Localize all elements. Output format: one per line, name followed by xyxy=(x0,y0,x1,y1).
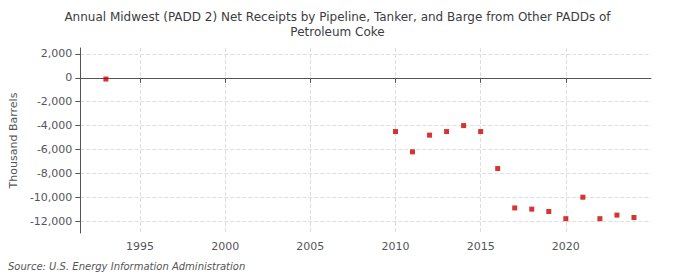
svg-text:Thousand Barrels: Thousand Barrels xyxy=(7,92,20,189)
svg-text:-12,000: -12,000 xyxy=(30,215,72,228)
svg-text:-6,000: -6,000 xyxy=(37,143,72,156)
svg-text:2005: 2005 xyxy=(296,240,324,253)
svg-text:-4,000: -4,000 xyxy=(37,119,72,132)
svg-text:2,000: 2,000 xyxy=(41,47,73,60)
svg-text:-8,000: -8,000 xyxy=(37,167,72,180)
svg-text:2000: 2000 xyxy=(211,240,239,253)
svg-text:Source: U.S. Energy Informatio: Source: U.S. Energy Information Administ… xyxy=(8,261,245,272)
svg-text:Annual Midwest (PADD 2) Net Re: Annual Midwest (PADD 2) Net Receipts by … xyxy=(64,10,611,24)
svg-text:-10,000: -10,000 xyxy=(30,191,72,204)
svg-text:0: 0 xyxy=(65,71,72,84)
svg-text:2010: 2010 xyxy=(381,240,409,253)
svg-text:1995: 1995 xyxy=(126,240,154,253)
svg-text:2015: 2015 xyxy=(467,240,495,253)
svg-text:Petroleum Coke: Petroleum Coke xyxy=(290,25,384,39)
svg-text:-2,000: -2,000 xyxy=(37,95,72,108)
svg-text:2020: 2020 xyxy=(552,240,580,253)
